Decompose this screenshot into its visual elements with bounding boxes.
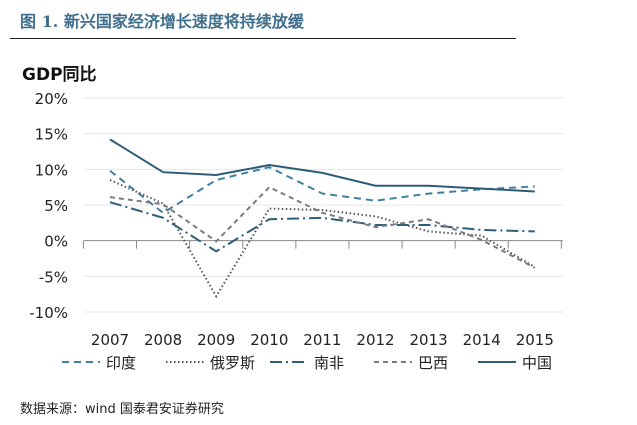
legend-label: 印度 — [106, 354, 136, 372]
legend-label: 南非 — [314, 354, 344, 372]
x-tick-label: 2014 — [463, 331, 501, 349]
x-tick-label: 2013 — [410, 331, 448, 349]
y-axis-label: GDP同比 — [22, 65, 97, 85]
source-note: 数据来源：wind 国泰君安证券研究 — [20, 402, 224, 417]
series-line-0 — [109, 166, 535, 215]
x-tick-label: 2007 — [91, 331, 129, 349]
x-tick-label: 2009 — [197, 331, 235, 349]
y-tick-label: 10% — [35, 161, 68, 179]
x-tick-label: 2011 — [303, 331, 341, 349]
x-tick-label: 2012 — [356, 331, 394, 349]
y-tick-label: -5% — [39, 268, 68, 286]
y-tick-label: -10% — [29, 304, 68, 322]
legend-label: 中国 — [522, 354, 552, 372]
figure-title: 图 1. 新兴国家经济增长速度将持续放缓 — [20, 12, 304, 31]
legend-label: 俄罗斯 — [210, 354, 255, 372]
title-divider — [10, 38, 516, 39]
y-tick-label: 15% — [35, 126, 68, 144]
x-tick-label: 2010 — [250, 331, 288, 349]
series-line-3 — [109, 185, 536, 269]
y-tick-label: 20% — [35, 90, 68, 108]
y-tick-label: 5% — [44, 197, 68, 215]
legend-label: 巴西 — [418, 354, 448, 372]
series-line-4 — [109, 138, 535, 193]
series-line-2 — [109, 201, 535, 253]
series-line-1 — [109, 179, 536, 299]
x-tick-label: 2015 — [516, 331, 554, 349]
x-tick-label: 2008 — [144, 331, 182, 349]
y-tick-label: 0% — [44, 233, 68, 251]
